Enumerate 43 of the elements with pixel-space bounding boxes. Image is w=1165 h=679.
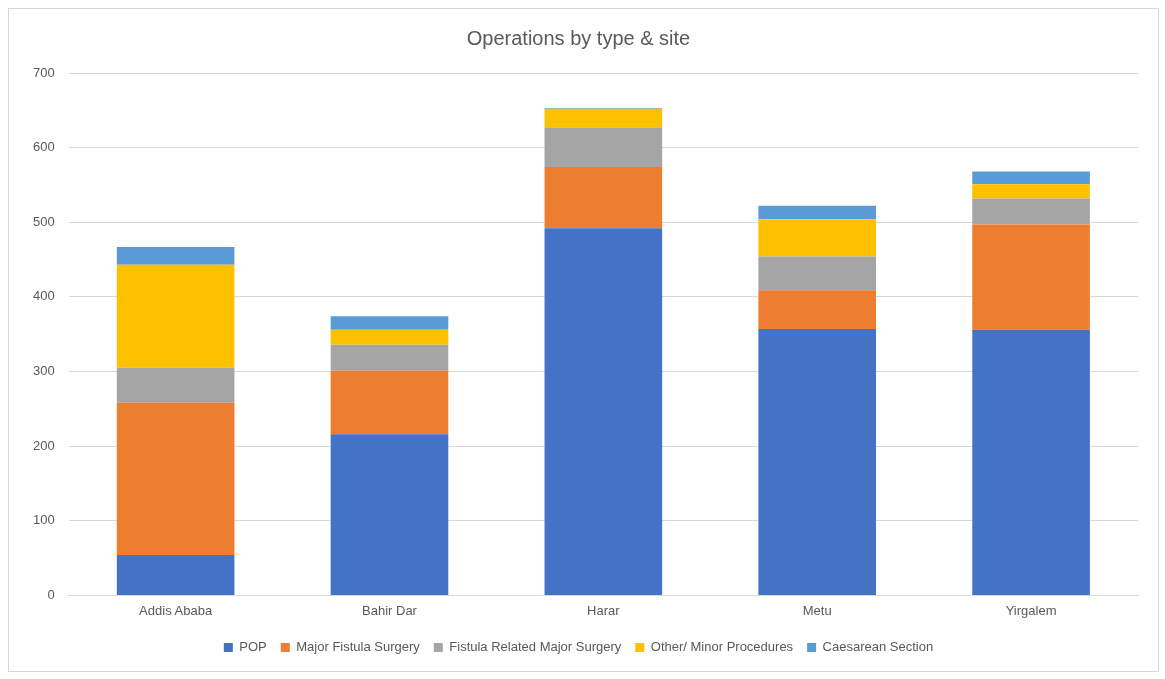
bar (330, 434, 449, 595)
y-tick-label: 100 (32, 512, 55, 528)
y-tick-label: 300 (32, 363, 55, 379)
legend-label: Major Fistula Surgery (296, 639, 421, 655)
bar (544, 167, 663, 229)
bar (330, 329, 449, 345)
chart-title: Operations by type & site (466, 26, 691, 49)
bar (972, 184, 1090, 199)
bar (544, 108, 663, 128)
bar (116, 246, 235, 265)
bar (544, 127, 663, 168)
bar (116, 264, 235, 368)
bar (116, 555, 235, 595)
y-tick-label: 200 (32, 437, 55, 453)
x-tick-label: Addis Ababa (139, 602, 213, 618)
bar (116, 402, 235, 556)
bar (758, 290, 877, 329)
bar (758, 328, 877, 595)
bar (972, 171, 1090, 185)
bar (758, 205, 877, 220)
legend-label: Fistula Related Major Surgery (449, 639, 622, 655)
bar (972, 224, 1090, 330)
legend-label: Caesarean Section (822, 639, 934, 655)
bar (758, 256, 877, 291)
bar (116, 367, 235, 403)
bar (972, 329, 1090, 595)
y-tick-label: 700 (32, 64, 55, 80)
bar (330, 344, 449, 371)
x-tick-label: Metu (802, 602, 832, 618)
legend-label: POP (239, 639, 267, 655)
y-tick-label: 400 (32, 288, 55, 304)
bar (544, 228, 663, 595)
x-tick-label: Bahir Dar (362, 602, 418, 618)
legend-label: Other/ Minor Procedures (650, 639, 794, 655)
bar (330, 316, 449, 330)
y-tick-label: 0 (47, 586, 55, 602)
bar (972, 198, 1090, 225)
bar (330, 370, 449, 435)
bar (758, 219, 877, 257)
x-tick-label: Harar (587, 602, 621, 618)
y-tick-label: 600 (32, 139, 55, 155)
x-tick-label: Yirgalem (1005, 602, 1057, 618)
y-tick-label: 500 (32, 213, 55, 229)
